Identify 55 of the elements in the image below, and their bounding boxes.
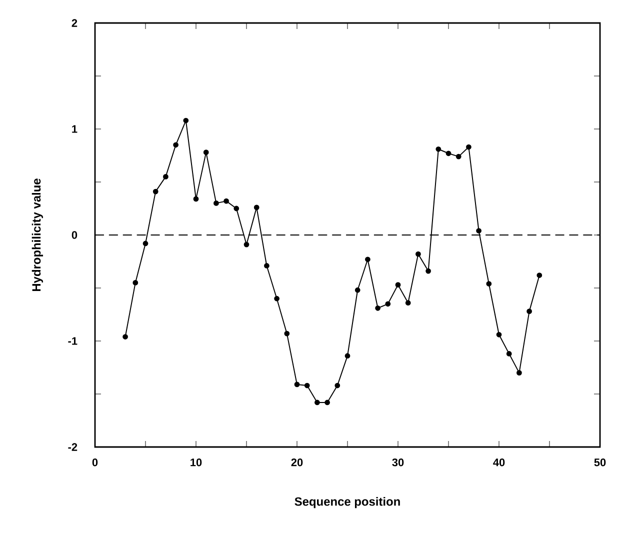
x-axis-title: Sequence position [294,497,400,508]
point [244,242,250,248]
point [152,188,158,194]
point [224,198,229,204]
x-tick-label: 20 [291,458,303,466]
point [416,251,421,257]
point [354,287,360,293]
point [304,382,310,388]
point [365,256,370,262]
y-tick-label: -2 [68,443,78,451]
point [395,282,401,288]
point [254,204,260,210]
point [122,334,128,340]
y-tick-label: 2 [72,19,78,27]
x-tick-label: 50 [594,458,606,466]
point [456,154,462,160]
y-tick-label: 1 [72,125,78,133]
point [214,200,219,206]
x-tick-label: 40 [493,458,505,466]
point [506,351,512,356]
point [476,228,482,234]
point [344,353,350,359]
point [203,150,209,156]
point [536,272,542,278]
point [234,206,240,212]
point [264,263,270,268]
point [324,400,330,406]
point [173,142,178,148]
point [284,330,290,336]
point [385,301,391,307]
point [436,146,442,152]
point [526,308,532,314]
point [446,150,452,156]
point [496,332,502,338]
point [405,300,411,306]
x-tick-label: 10 [190,458,202,466]
point [183,118,189,124]
point [375,305,380,311]
point [132,280,138,286]
point [486,281,492,286]
point [426,268,431,274]
point [516,370,522,376]
x-tick-label: 30 [392,458,404,466]
y-tick-label: -1 [68,337,78,345]
point [466,144,472,150]
y-tick-label: 0 [72,231,78,239]
point [142,240,148,246]
y-axis-title: Hydrophilicity value [32,178,44,292]
point [193,196,199,202]
x-tick-label: 0 [92,458,98,466]
point [294,382,300,388]
point [163,174,168,180]
point [274,296,280,302]
point [334,382,340,388]
point [314,400,320,406]
